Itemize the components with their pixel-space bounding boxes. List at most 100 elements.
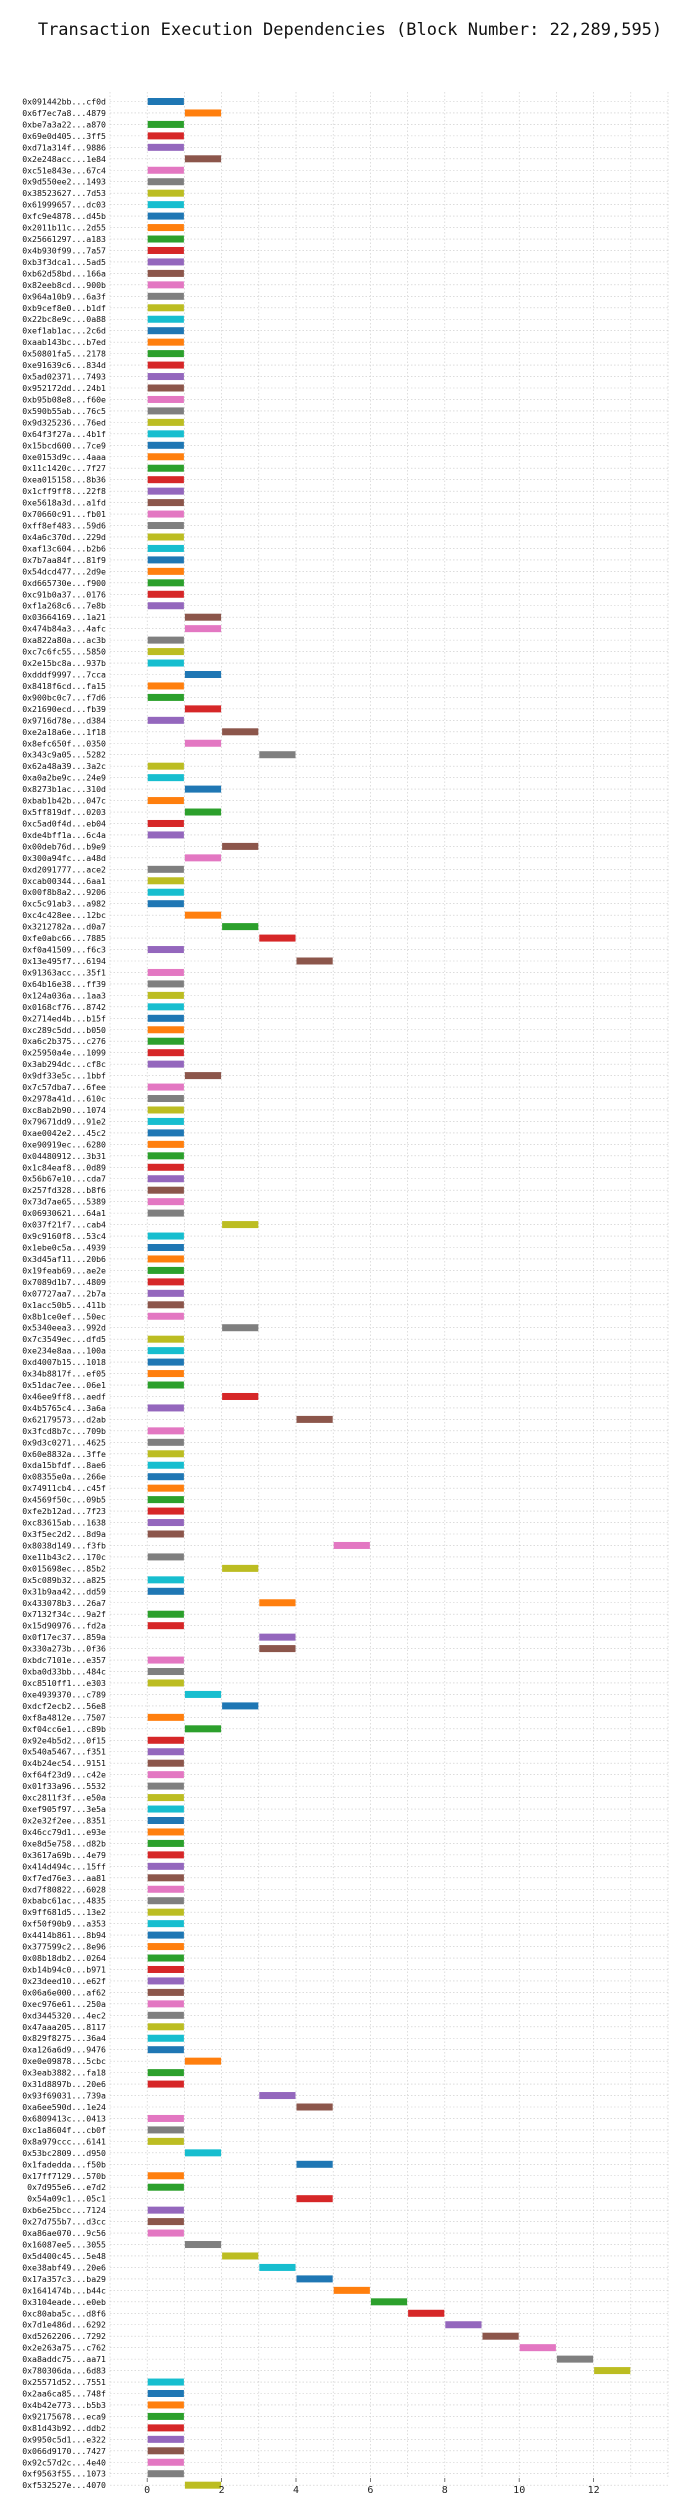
transaction-bar [296, 2275, 333, 2283]
y-tick-label: 0x61999657...dc03 [22, 200, 106, 210]
transaction-bar [147, 1931, 184, 1939]
y-tick-label: 0x7c57dba7...6fee [22, 1082, 106, 1092]
transaction-bar [147, 533, 184, 541]
transaction-bar [222, 842, 259, 850]
y-tick-label: 0x4b42e773...b5b3 [22, 2400, 106, 2410]
y-tick-label: 0xc4c428ee...12bc [22, 910, 106, 920]
transaction-bar [147, 1473, 184, 1481]
y-tick-label: 0x64f3f27a...4b1f [22, 429, 106, 439]
y-tick-label: 0x7089d1b7...4809 [22, 1277, 106, 1287]
y-tick-label: 0xe4939370...c789 [22, 1689, 106, 1699]
y-tick-label: 0x780306da...6d83 [22, 2366, 106, 2376]
transaction-bar [259, 1645, 296, 1653]
y-tick-label: 0x25950a4e...1099 [22, 1048, 106, 1058]
y-tick-label: 0x2e15bc8a...937b [22, 658, 106, 668]
y-tick-label: 0x25571d52...7551 [22, 2377, 106, 2387]
transaction-bar [147, 2458, 184, 2466]
y-tick-label: 0x3eab3882...fa18 [22, 2068, 106, 2078]
y-tick-label: 0x8b1ce0ef...50ec [22, 1311, 106, 1321]
y-tick-label: 0xb9cef8e0...b1df [22, 303, 106, 313]
y-tick-label: 0x53bc2809...d950 [22, 2148, 106, 2158]
y-tick-label: 0xef905f97...3e5a [22, 1804, 106, 1814]
y-tick-label: 0xcab00344...6aa1 [22, 876, 106, 886]
y-tick-label: 0x1fadedda...f50b [22, 2159, 106, 2169]
y-tick-label: 0x4b5765c4...3a6a [22, 1403, 106, 1413]
transaction-bar [184, 2481, 222, 2489]
y-tick-label: 0x82eeb8cd...900b [22, 280, 106, 290]
transaction-bar [147, 602, 184, 610]
y-tick-label: 0x015698ec...85b2 [22, 1563, 106, 1573]
transaction-bar [147, 1026, 184, 1034]
transaction-bar [147, 2046, 184, 2054]
transaction-bar [147, 1301, 184, 1309]
y-tick-label: 0x38523627...7d53 [22, 188, 106, 198]
x-tick-label: 4 [293, 2485, 299, 2496]
y-tick-label: 0x9d550ee2...1493 [22, 177, 106, 187]
y-tick-label: 0xd665730e...f900 [22, 578, 106, 588]
y-tick-label: 0x07727aa7...2b7a [22, 1288, 106, 1298]
y-tick-label: 0xd71a314f...9886 [22, 142, 106, 152]
transaction-bar [259, 934, 296, 942]
y-tick-label: 0x64b16e38...ff39 [22, 979, 106, 989]
y-tick-label: 0x01f33a96...5532 [22, 1781, 106, 1791]
transaction-bar [147, 178, 184, 186]
y-tick-label: 0x5ad02371...7493 [22, 372, 106, 382]
y-tick-label: 0xfe2b12ad...7f23 [22, 1506, 106, 1516]
y-tick-label: 0x47aaa205...8117 [22, 2022, 106, 2032]
transaction-bar [147, 384, 184, 392]
y-tick-label: 0xe234e8aa...100a [22, 1346, 106, 1356]
transaction-bar [147, 567, 184, 575]
y-tick-label: 0x300a94fc...a48d [22, 853, 106, 863]
y-tick-label: 0x9d3c0271...4625 [22, 1437, 106, 1447]
y-tick-label: 0x8efc650f...0350 [22, 738, 106, 748]
y-tick-label: 0x73d7ae65...5389 [22, 1197, 106, 1207]
y-tick-label: 0x5c089b32...a825 [22, 1575, 106, 1585]
y-tick-label: 0xc1a8604f...cb0f [22, 2125, 106, 2135]
transaction-bar [147, 258, 184, 266]
transaction-bar [147, 120, 184, 128]
transaction-bar [147, 1266, 184, 1274]
transaction-bar [147, 797, 184, 805]
transaction-bar [184, 2057, 222, 2065]
transaction-bar [184, 155, 222, 163]
y-tick-label: 0x31b9aa42...dd59 [22, 1586, 106, 1596]
y-tick-label: 0xe0153d9c...4aaa [22, 452, 106, 462]
x-tick-label: 2 [219, 2485, 225, 2496]
transaction-bar [147, 281, 184, 289]
y-tick-label: 0x17ff7129...570b [22, 2171, 106, 2181]
y-tick-label: 0x92c57d2c...4e40 [22, 2457, 106, 2467]
transaction-bar [147, 1656, 184, 1664]
transaction-bar [370, 2298, 408, 2306]
transaction-bar [184, 613, 222, 621]
transaction-bar [147, 1576, 184, 1584]
y-tick-label: 0x4b930f99...7a57 [22, 245, 106, 255]
y-tick-label: 0x7d955e6...e7d2 [27, 2182, 106, 2192]
y-tick-label: 0x952172dd...24b1 [22, 383, 106, 393]
y-tick-label: 0x2e32f2ee...8351 [22, 1816, 106, 1826]
y-tick-label: 0x4569f50c...09b5 [22, 1495, 106, 1505]
y-tick-label: 0xdcf2ecb2...56e8 [22, 1701, 106, 1711]
y-tick-label: 0xd5262206...7292 [22, 2331, 106, 2341]
y-tick-label: 0x0168cf76...8742 [22, 1002, 106, 1012]
transaction-bar [147, 418, 184, 426]
transaction-bar [147, 510, 184, 518]
transaction-bar [147, 1404, 184, 1412]
y-tick-label: 0x06a6e000...af62 [22, 1987, 106, 1997]
y-tick-label: 0xea015158...8b36 [22, 475, 106, 485]
transaction-bar [147, 2137, 184, 2145]
transaction-bar [147, 659, 184, 667]
y-tick-label: 0x81d43b92...ddb2 [22, 2423, 106, 2433]
transaction-bar [147, 224, 184, 232]
transaction-bar [147, 1817, 184, 1824]
transaction-bar [147, 1920, 184, 1928]
y-tick-label: 0x433078b3...26a7 [22, 1598, 106, 1608]
transaction-bar [147, 991, 184, 999]
transaction-bar [147, 2218, 184, 2226]
y-tick-label: 0x590b55ab...76c5 [22, 406, 106, 416]
transaction-bar [184, 785, 222, 793]
y-tick-label: 0xd2091777...ace2 [22, 864, 106, 874]
y-tick-label: 0xf7ed76e3...aa81 [22, 1873, 106, 1883]
transaction-bar [147, 350, 184, 358]
y-tick-label: 0x3d45af11...20b6 [22, 1254, 106, 1264]
